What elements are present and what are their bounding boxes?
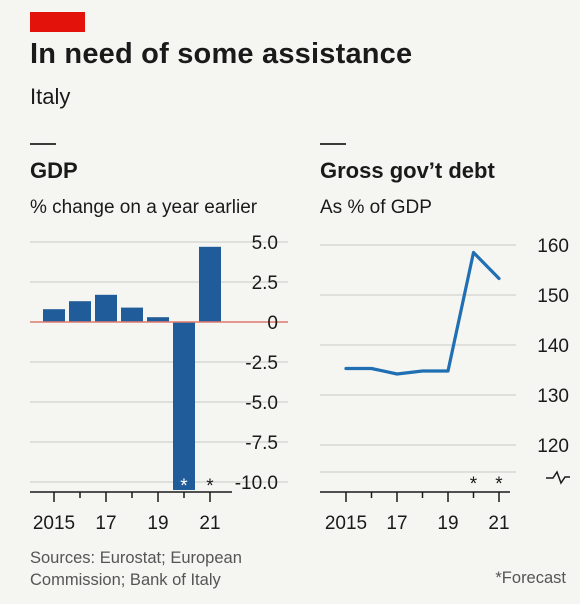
debt-panel-title: Gross gov’t debt bbox=[320, 158, 495, 183]
debt-x-tick-label: 21 bbox=[488, 513, 509, 534]
gdp-y-tick-label: -5.0 bbox=[245, 393, 278, 414]
debt-panel-rule bbox=[320, 143, 346, 145]
gdp-panel-rule bbox=[30, 143, 56, 145]
debt-line-chart: 160 150 140 130 120 * * 2015 17 19 21 bbox=[320, 236, 570, 534]
debt-series-line bbox=[344, 250, 501, 376]
gdp-forecast-marker: * bbox=[180, 476, 188, 497]
gdp-forecast-marker: * bbox=[206, 476, 214, 497]
gdp-bar bbox=[95, 294, 117, 322]
sources-note: Sources: Eurostat; European Commission; … bbox=[30, 547, 330, 591]
gdp-y-tick-label: 2.5 bbox=[252, 273, 278, 294]
debt-y-tick-label: 140 bbox=[537, 336, 569, 357]
gdp-y-tick-label: -7.5 bbox=[245, 433, 278, 454]
gdp-y-tick-label: 5.0 bbox=[252, 233, 278, 254]
debt-y-tick-label: 120 bbox=[537, 436, 569, 457]
debt-y-tick-label: 130 bbox=[537, 386, 569, 407]
gdp-bar-chart: 5.0 2.5 0 -2.5 -5.0 -7.5 -10.0 * * 2015 17 19 21 bbox=[30, 233, 288, 534]
chart-headline: In need of some assistance bbox=[30, 38, 413, 70]
debt-panel-subtitle: As % of GDP bbox=[320, 197, 432, 218]
debt-x-tick-label: 17 bbox=[386, 513, 407, 534]
debt-y-tick-label: 150 bbox=[537, 286, 569, 307]
chart-subheadline: Italy bbox=[30, 84, 71, 109]
sources-line-1: Sources: Eurostat; European bbox=[30, 549, 242, 567]
gdp-bar bbox=[69, 301, 91, 322]
gdp-x-tick-label: 17 bbox=[95, 513, 116, 534]
gdp-panel-title: GDP bbox=[30, 158, 78, 183]
debt-y-tick-label: 160 bbox=[537, 236, 569, 257]
gdp-bar bbox=[199, 246, 221, 322]
forecast-footnote: *Forecast bbox=[495, 569, 566, 587]
gdp-bar bbox=[147, 317, 169, 322]
brand-red-tag bbox=[30, 12, 85, 32]
sources-line-2: Commission; Bank of Italy bbox=[30, 571, 221, 589]
debt-forecast-marker: * bbox=[470, 474, 478, 495]
gdp-x-tick-label: 2015 bbox=[33, 513, 75, 534]
gdp-x-tick-label: 19 bbox=[147, 513, 168, 534]
gdp-bar bbox=[173, 322, 195, 490]
debt-x-tick-label: 2015 bbox=[325, 513, 367, 534]
gdp-bar bbox=[43, 309, 65, 322]
gdp-bar bbox=[121, 307, 143, 322]
gdp-y-tick-label: -10.0 bbox=[235, 473, 278, 494]
gdp-y-tick-label: -2.5 bbox=[245, 353, 278, 374]
axis-break-icon bbox=[546, 470, 570, 485]
debt-x-tick-label: 19 bbox=[437, 513, 458, 534]
gdp-y-tick-label: 0 bbox=[267, 313, 278, 334]
gdp-x-tick-label: 21 bbox=[199, 513, 220, 534]
gdp-panel-subtitle: % change on a year earlier bbox=[30, 197, 258, 218]
debt-forecast-marker: * bbox=[495, 474, 503, 495]
